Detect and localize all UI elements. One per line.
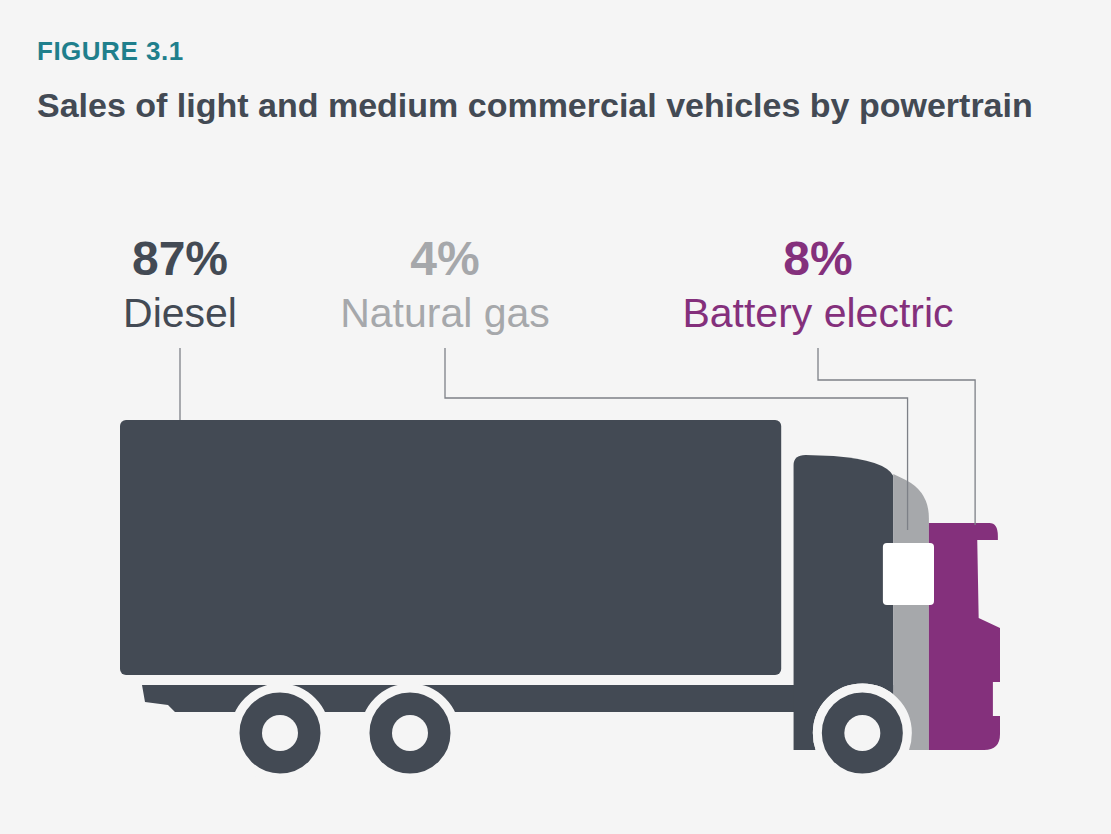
html-text:Sales of light and medium comm: Sales of light and medium commercial veh… [37, 86, 1033, 124]
svg-text:Diesel: Diesel [123, 290, 237, 336]
svg-text:Natural gas: Natural gas [340, 290, 550, 336]
svg-text:87%: 87% [132, 232, 228, 285]
html-text:FIGURE 3.1: FIGURE 3.1 [37, 36, 184, 66]
svg-text:8%: 8% [783, 232, 852, 285]
svg-text:Battery electric: Battery electric [682, 290, 953, 336]
svg-text:4%: 4% [410, 232, 479, 285]
